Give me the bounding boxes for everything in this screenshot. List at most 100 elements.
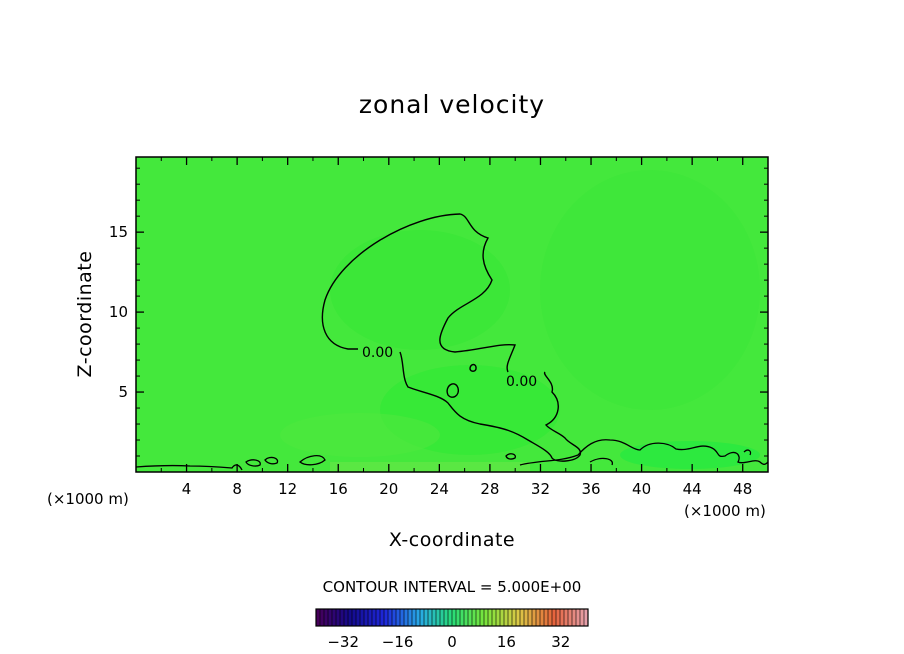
colorbar-segment [496,609,501,626]
colorbar-segment [508,609,513,626]
colorbar-segment [416,609,421,626]
colorbar-segment [528,609,533,626]
colorbar-segment [356,609,361,626]
colorbar-segment [348,609,353,626]
colorbar-tick-label: 32 [551,633,570,651]
colorbar-segment [468,609,473,626]
x-tick-label: 40 [632,480,651,498]
surface-contour [589,457,613,466]
colorbar-segment [424,609,429,626]
colorbar-segment [532,609,537,626]
surface-contour [298,455,326,466]
field-patch [330,230,510,350]
x-tick-label: 12 [278,480,297,498]
colorbar-segment [444,609,449,626]
x-tick-label: 48 [733,480,752,498]
colorbar-segment [540,609,545,626]
colorbar-segment [460,609,465,626]
colorbar-segment [484,609,489,626]
surface-contour [245,459,261,467]
colorbar-segment [488,609,493,626]
colorbar-segment [316,609,321,626]
colorbar-segment [560,609,565,626]
x-tick-label: 8 [232,480,242,498]
colorbar-segment [572,609,577,626]
field-patch [620,441,760,469]
colorbar-segment [324,609,329,626]
colorbar-segment [512,609,517,626]
colorbar-segment [360,609,365,626]
y-axis-ticks: 5 10 15 [109,167,768,457]
colorbar-segment [580,609,585,626]
x-tick-label: 32 [531,480,550,498]
y-tick-label: 15 [109,223,128,241]
colorbar-tick-label: 0 [447,633,457,651]
zero-contour [321,213,516,373]
colorbar-segment [480,609,485,626]
zero-contour [446,383,460,398]
plot-frame [135,156,769,473]
colorbar-segment [332,609,337,626]
colorbar-tick-label: −16 [382,633,414,651]
x-tick-label: 4 [182,480,192,498]
colorbar-segment [564,609,569,626]
colorbar-segment [536,609,541,626]
contour-interval-label: CONTOUR INTERVAL = 5.000E+00 [323,578,582,596]
colorbar-segment [548,609,553,626]
colorbar-segment [372,609,377,626]
colorbar-segment [524,609,529,626]
colorbar-segment [476,609,481,626]
plot-area: 0.00 0.00 [135,156,769,473]
field-patch [330,462,530,472]
x-tick-label: 36 [581,480,600,498]
x-unit-label-left: (×1000 m) [47,490,129,508]
colorbar-segment [464,609,469,626]
colorbar-ticks: −32 −16 0 16 32 [327,633,570,651]
colorbar-segment [392,609,397,626]
x-tick-label: 16 [329,480,348,498]
colorbar-segment [388,609,393,626]
colorbar-segment [340,609,345,626]
chart-title: zonal velocity [359,90,545,119]
colorbar-segment [428,609,433,626]
colorbar-segment [412,609,417,626]
colorbar-segment [520,609,525,626]
colorbar-segment [544,609,549,626]
colorbar-segment [500,609,505,626]
colorbar-segment [472,609,477,626]
colorbar-segment [384,609,389,626]
x-tick-label: 20 [379,480,398,498]
colorbar-segment [456,609,461,626]
colorbar-segment [336,609,341,626]
colorbar-segment [404,609,409,626]
colorbar-segment [380,609,385,626]
colorbar-segment [376,609,381,626]
colorbar-segment [364,609,369,626]
colorbar-segment [568,609,573,626]
colorbar-segment [344,609,349,626]
colorbar-segment [408,609,413,626]
colorbar-segment [436,609,441,626]
colorbar-segment [552,609,557,626]
colorbar-segment [368,609,373,626]
colorbar-segment [576,609,581,626]
colorbar-segment [432,609,437,626]
colorbar-tick-label: −32 [327,633,359,651]
x-tick-label: 44 [683,480,702,498]
surface-contour [743,449,752,456]
surface-contour [505,453,516,460]
colorbar-segment [556,609,561,626]
colorbar-segment [328,609,333,626]
y-tick-label: 5 [118,383,128,401]
x-axis-label: X-coordinate [389,529,515,551]
y-axis-label: Z-coordinate [74,251,96,378]
colorbar-segment [504,609,509,626]
zero-contour [399,351,582,462]
colorbar-segment [420,609,425,626]
colorbar-segment [320,609,325,626]
colorbar [315,608,589,627]
field-patch [280,413,440,457]
zero-contour [469,363,477,372]
x-axis-ticks: 4 8 12 16 20 24 28 32 36 40 44 48 [160,157,752,498]
colorbar-frame [315,608,589,627]
